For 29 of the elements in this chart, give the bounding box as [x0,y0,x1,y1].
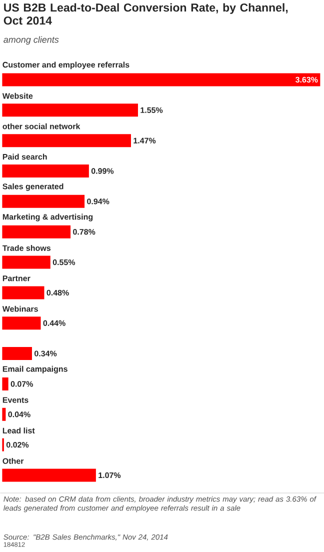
y-tick-label: Paid search [2,154,47,160]
y-tick-label: Email campaigns [2,366,68,374]
y-tick-label: Trade shows [2,245,50,251]
data-label: 0.99% [91,168,114,174]
y-tick-label: Sales generated [2,183,64,191]
data-label: 0.94% [86,198,110,204]
y-tick-label: Website [2,92,32,99]
data-label: 0.44% [43,320,66,326]
data-label: 1.47% [133,138,156,144]
data-label: 0.04% [8,412,30,418]
y-tick-label: Webinars [2,306,38,312]
chart-title: US B2B Lead-to-Deal Conversion Rate, by Channel, Oct 2014 [4,3,288,25]
data-label: 1.55% [140,107,162,113]
data-label: 0.07% [10,381,33,387]
data-label: 0.48% [46,290,69,296]
y-tick-label: Other [2,458,24,464]
data-label: 3.63% [295,76,318,83]
y-tick-label: other social network [2,123,80,130]
chart-subtitle: among clients [3,36,59,45]
data-label: 1.07% [98,472,120,478]
data-label: 0.34% [34,350,56,356]
y-tick-label: Marketing & advertising [2,214,92,222]
y-tick-label: Events [2,397,28,403]
data-label: 0.02% [6,442,28,448]
y-tick-label: Lead list [2,428,35,434]
y-tick-label: Partner [2,276,30,282]
y-tick-label: Customer and employee referrals [2,62,130,70]
data-label: 0.55% [52,259,75,266]
data-label: 0.78% [72,229,96,235]
